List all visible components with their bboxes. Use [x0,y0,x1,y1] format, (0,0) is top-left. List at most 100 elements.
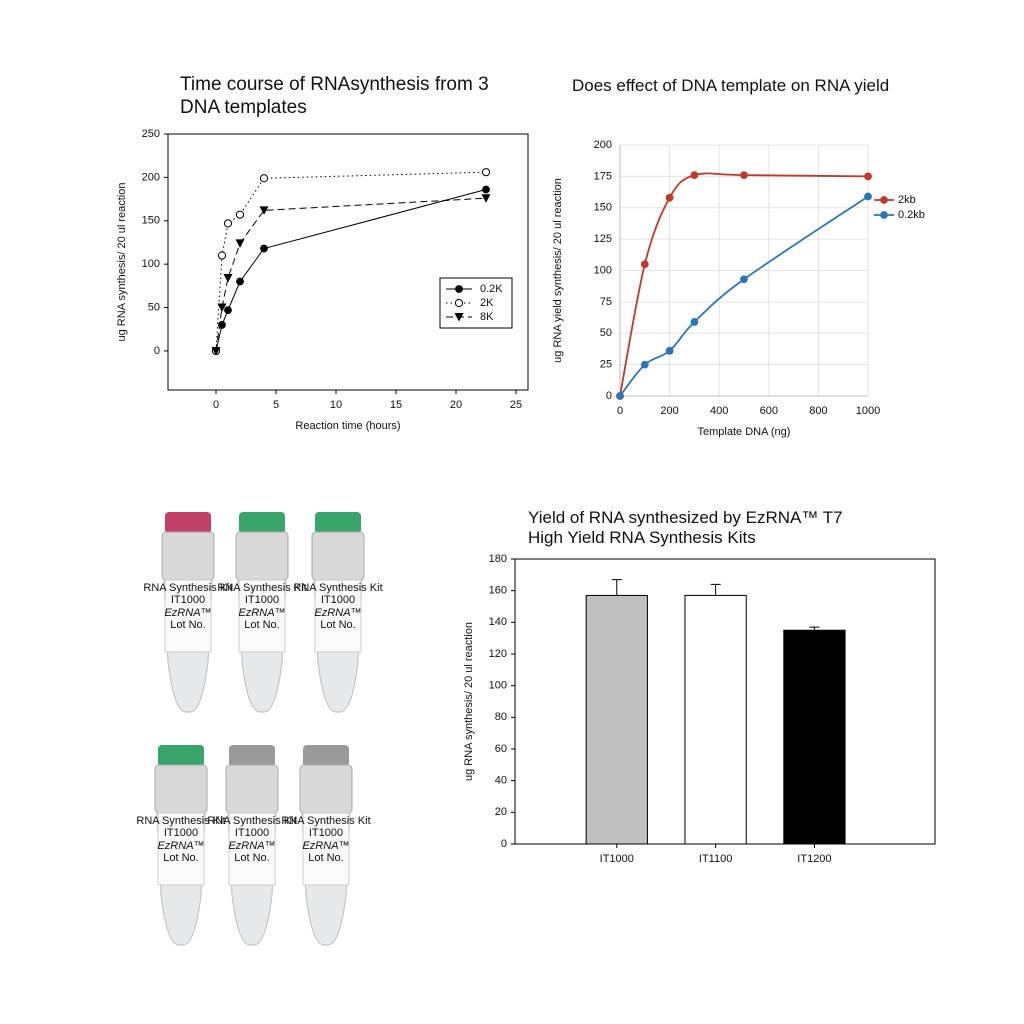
lot-text: Lot No. [308,852,343,864]
y-tick-label: 40 [495,775,507,787]
y-tick-label: 25 [600,359,612,371]
x-tick-label: 20 [450,399,462,411]
marker [455,285,463,293]
tube-label [228,812,276,886]
y-tick-label: 75 [600,296,612,308]
tube-brand: EzRNA™ [314,607,361,619]
y-tick-label: 0 [606,390,612,402]
y-tick-label: 180 [489,553,507,565]
tube-label [302,812,350,886]
tube-label [157,812,205,886]
tube-brand: EzRNA™ [228,840,275,852]
x-tick-label: 1000 [856,405,880,417]
marker [211,346,221,356]
tube-label [314,579,362,653]
marker [864,192,872,201]
series-line [619,172,869,397]
y-tick-label: 250 [142,128,160,140]
marker [217,303,227,313]
marker [259,174,269,183]
x-tick-label: 0 [617,405,623,417]
marker [665,346,674,355]
y-tick-label: 150 [142,215,160,227]
marker [690,318,699,326]
x-tick-label: 400 [710,405,728,417]
x-tick-label: IT1000 [600,853,634,865]
tube-cap [158,745,204,767]
x-tick-label: IT1200 [797,853,831,865]
error-bar [809,626,820,631]
series-line [215,197,487,352]
tube-code: IT1000 [245,594,279,606]
kit-text: RNA Synthesis Kit [293,582,382,594]
marker [864,172,872,181]
lot-text: Lot No. [170,619,205,631]
marker [880,211,888,219]
marker [482,185,490,194]
marker [223,219,233,228]
kit-text: RNA Synthesis Kit [207,815,296,827]
tube-brand: EzRNA™ [157,840,204,852]
marker [481,194,491,203]
marker [640,360,649,369]
tube-cap-ring [311,531,365,581]
marker [690,171,699,180]
marker [616,392,624,400]
bar [585,594,648,845]
x-axis-label: Template DNA (ng) [698,426,791,438]
chart-title: Yield of RNA synthesized by EzRNA™ T7 Hi… [528,508,843,548]
marker [217,251,227,260]
bar [783,629,846,845]
x-tick-label: 0 [213,399,219,411]
tube-cap-ring [225,764,279,814]
tube-cap-ring [161,531,215,581]
y-axis-label: ug RNA synthesis/ 20 ul reaction [463,622,475,781]
x-tick-label: 600 [760,405,778,417]
marker [236,277,244,286]
y-tick-label: 100 [489,680,507,692]
tube-brand: EzRNA™ [238,607,285,619]
x-tick-label: 5 [273,399,279,411]
legend-label: 8K [480,311,494,323]
y-tick-label: 60 [495,743,507,755]
lot-text: Lot No. [163,852,198,864]
y-tick-label: 120 [489,648,507,660]
tube-cap [229,745,275,767]
legend-label: 0.2kb [898,209,925,221]
marker [454,313,464,322]
y-tick-label: 175 [594,170,612,182]
marker [260,244,268,253]
tube-code: IT1000 [321,594,355,606]
y-tick-label: 50 [148,301,160,313]
error-bar [710,583,721,596]
y-tick-label: 140 [489,616,507,628]
tube-cap [303,745,349,767]
tube-brand: EzRNA™ [302,840,349,852]
legend-label: 0.2K [480,283,503,295]
tube-cap-ring [154,764,208,814]
marker [223,274,233,283]
marker [740,275,748,284]
y-axis-label: ug RNA synthesis/ 20 ul reaction [116,183,128,342]
x-tick-label: 15 [390,399,402,411]
kit-text: RNA Synthesis Kit [136,815,225,827]
tube-code: IT1000 [164,827,198,839]
tube-label [164,579,212,653]
y-tick-label: 200 [594,139,612,151]
plot-frame [167,133,529,391]
y-tick-label: 20 [495,806,507,818]
tube-cap [239,512,285,534]
lot-text: Lot No. [244,619,279,631]
x-tick-label: IT1100 [699,853,732,865]
tube-cap [315,512,361,534]
tube-label [238,579,286,653]
x-tick-label: 10 [330,399,342,411]
lot-text: Lot No. [320,619,355,631]
